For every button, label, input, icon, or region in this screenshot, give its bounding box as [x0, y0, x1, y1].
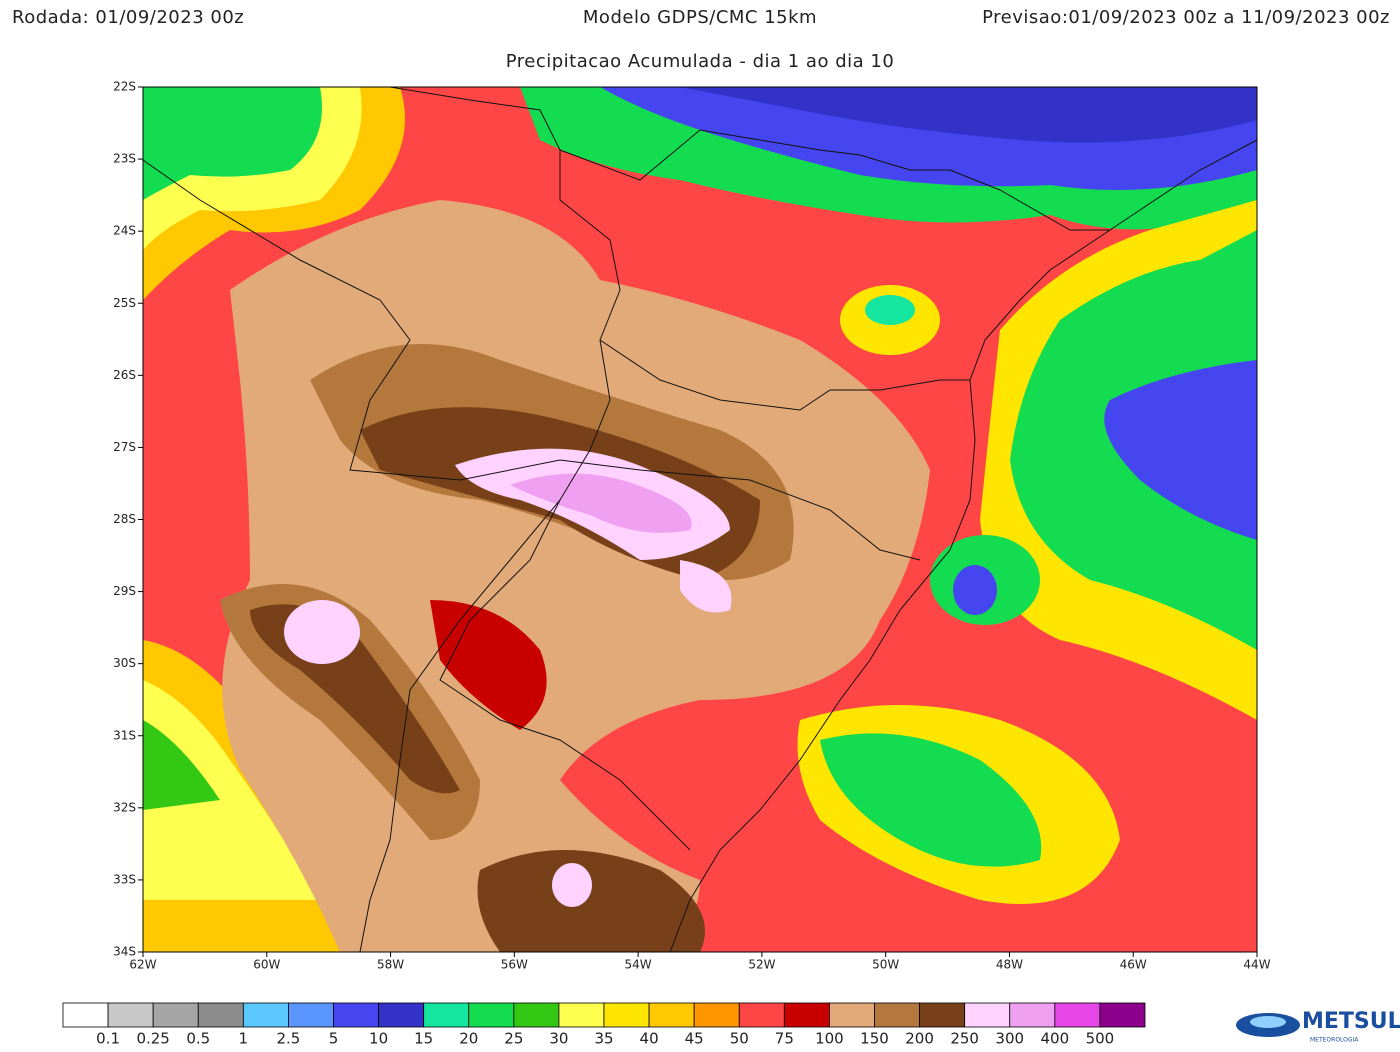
colorbar-swatch [197, 1002, 244, 1028]
colorbar-label: 100 [815, 1030, 844, 1048]
colorbar-label: 0.5 [186, 1030, 210, 1048]
model-name: Modelo GDPS/CMC 15km [583, 7, 817, 28]
colorbar-label: 150 [860, 1030, 889, 1048]
colorbar-swatch [468, 1002, 515, 1028]
colorbar-label: 15 [414, 1030, 433, 1048]
run-date: Rodada: 01/09/2023 00z [12, 7, 244, 28]
logo-name: METSUL [1302, 1009, 1400, 1034]
colorbar-label: 25 [504, 1030, 523, 1048]
lon-label: 50W [872, 958, 899, 972]
colorbar-swatch [1054, 1002, 1101, 1028]
colorbar-label: 5 [329, 1030, 339, 1048]
logo-tagline: METEOROLOGIA [1310, 1037, 1359, 1044]
colorbar-swatch [783, 1002, 830, 1028]
lat-label: 28S [113, 512, 136, 526]
colorbar-label: 75 [775, 1030, 794, 1048]
colorbar-label: 400 [1041, 1030, 1070, 1048]
colorbar-label: 20 [459, 1030, 478, 1048]
colorbar-swatch [1009, 1002, 1056, 1028]
colorbar-label: 0.1 [96, 1030, 120, 1048]
colorbar-label: 35 [594, 1030, 613, 1048]
colorbar-swatch [378, 1002, 425, 1028]
colorbar-label: 200 [905, 1030, 934, 1048]
subtitle: Precipitacao Acumulada - dia 1 ao dia 10 [506, 51, 895, 72]
lat-label: 31S [113, 728, 136, 742]
lat-label: 22S [113, 80, 136, 94]
colorbar-label: 40 [640, 1030, 659, 1048]
colorbar-label: 2.5 [276, 1030, 300, 1048]
lat-label: 26S [113, 368, 136, 382]
lat-label: 23S [113, 152, 136, 166]
colorbar-swatch [62, 1002, 109, 1028]
colorbar-label: 50 [730, 1030, 749, 1048]
colorbar-swatch [1099, 1002, 1146, 1028]
lat-label: 29S [113, 584, 136, 598]
colorbar-label: 30 [549, 1030, 568, 1048]
colorbar-swatch [603, 1002, 650, 1028]
colorbar-swatch [964, 1002, 1011, 1028]
colorbar-label: 300 [995, 1030, 1024, 1048]
lon-label: 46W [1120, 958, 1147, 972]
colorbar-swatch [693, 1002, 740, 1028]
lat-label: 24S [113, 224, 136, 238]
colorbar-swatch [738, 1002, 785, 1028]
colorbar-swatch [288, 1002, 334, 1028]
lon-label: 58W [377, 958, 404, 972]
lon-label: 44W [1243, 958, 1270, 972]
lat-label: 30S [113, 656, 136, 670]
colorbar-label: 250 [950, 1030, 979, 1048]
colorbar-label: 10 [369, 1030, 388, 1048]
colorbar-label: 500 [1086, 1030, 1115, 1048]
colorbar-swatch [829, 1002, 875, 1028]
colorbar-swatch [333, 1002, 379, 1028]
colorbar-label: 1 [239, 1030, 249, 1048]
lat-label: 33S [113, 872, 136, 886]
lon-label: 60W [253, 958, 280, 972]
logo: METSUL METEOROLOGIA [1236, 1009, 1400, 1044]
lon-label: 52W [748, 958, 775, 972]
colorbar-label: 0.25 [136, 1030, 169, 1048]
colorbar-swatch [874, 1002, 920, 1028]
lat-label: 25S [113, 296, 136, 310]
colorbar-swatch [423, 1002, 470, 1028]
colorbar-swatch [152, 1002, 199, 1028]
lon-label: 54W [625, 958, 652, 972]
lon-label: 62W [129, 958, 156, 972]
colorbar-swatch [513, 1002, 560, 1028]
lon-label: 56W [501, 958, 528, 972]
lat-label: 34S [113, 945, 136, 959]
colorbar-swatch [242, 1002, 289, 1028]
colorbar-label: 45 [685, 1030, 704, 1048]
colorbar-swatch [648, 1002, 695, 1028]
colorbar-swatch [919, 1002, 966, 1028]
colorbar-swatch [558, 1002, 605, 1028]
lat-label: 32S [113, 800, 136, 814]
precipitation-field [143, 87, 1257, 952]
lat-label: 27S [113, 440, 136, 454]
lon-label: 48W [996, 958, 1023, 972]
colorbar-swatch [107, 1002, 154, 1028]
forecast-range: Previsao:01/09/2023 00z a 11/09/2023 00z [982, 7, 1390, 28]
